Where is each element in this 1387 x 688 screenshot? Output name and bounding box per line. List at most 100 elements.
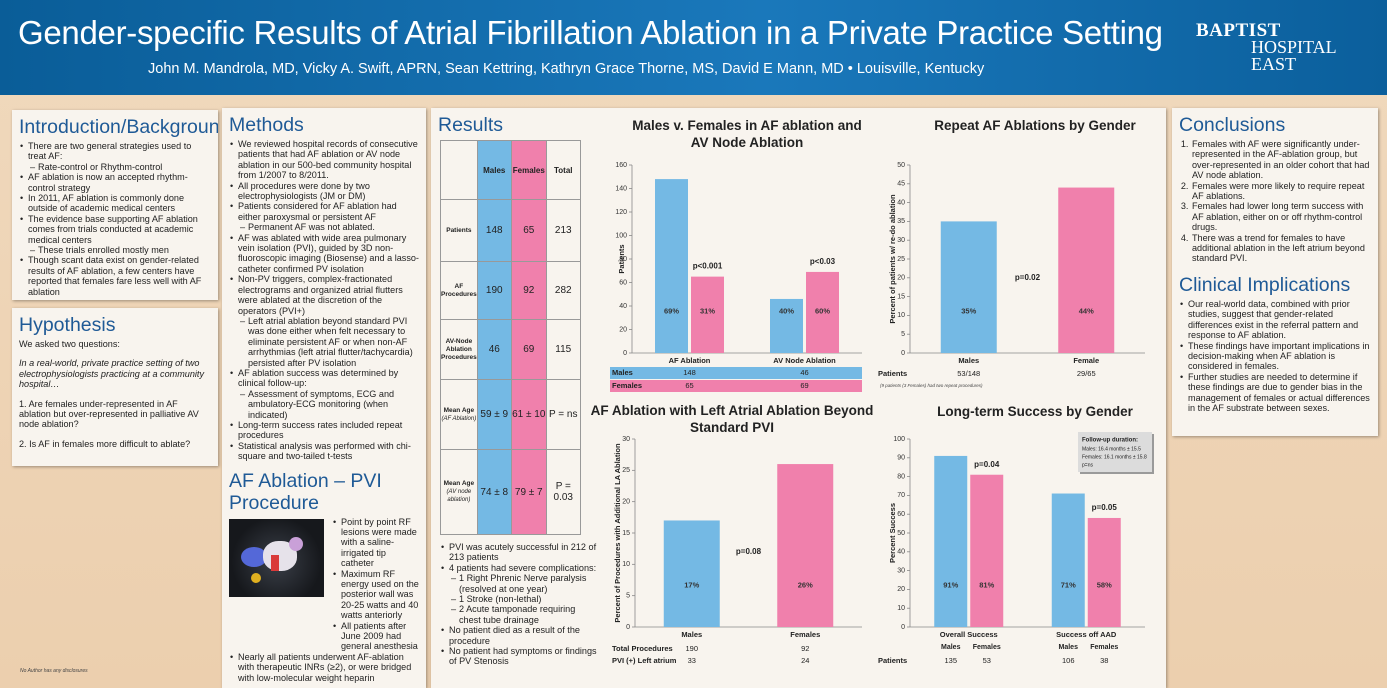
list-item: Further studies are needed to determine … [1180, 371, 1371, 414]
list-item: All patients after June 2009 had general… [333, 620, 419, 652]
paragraph: We asked two questions: [19, 339, 120, 349]
numbered-list: Females with AF were significantly under… [1179, 139, 1371, 264]
section-heading: Introduction/Background [19, 116, 218, 138]
item-text: AF was ablated with wide area pulmonary … [238, 232, 419, 274]
row-label: Mean Age (AV node ablation) [440, 449, 478, 535]
results-table: Males Females Total Patients 148 65 213 AF Proc… [440, 140, 581, 535]
list-item: Maximum RF energy used on the posterior … [333, 568, 419, 621]
row-label: Mean Age (AF Ablation) [440, 379, 478, 450]
section-heading: Hypothesis [19, 314, 116, 336]
table-row: Patients 148 65 213 [440, 199, 581, 262]
list-item: AF was ablated with wide area pulmonary … [230, 232, 419, 275]
row-label: AF Procedures [440, 261, 478, 320]
table-cell: 92 [510, 261, 547, 320]
procedure-row: Point by point RF lesions were made with… [229, 517, 419, 652]
table-cell: 213 [545, 199, 581, 262]
sub-list: Assessment of symptoms, ECG and ambulato… [238, 389, 419, 420]
row-label-text: Mean Age [443, 406, 475, 414]
item-text: Maximum RF energy used on the posterior … [341, 568, 419, 621]
item-text: Females had lower long term success with… [1192, 201, 1364, 233]
logo-line: EAST [1251, 54, 1296, 74]
poster-title: Gender-specific Results of Atrial Fibril… [18, 14, 1163, 51]
item-text: All patients after June 2009 had general… [341, 620, 418, 652]
bullet-list: Our real-world data, combined with prior… [1179, 299, 1371, 413]
header: Gender-specific Results of Atrial Fibril… [0, 0, 1387, 95]
corner-cell [440, 140, 478, 200]
table-cell: P = ns [545, 379, 581, 450]
row-label-text: AV-Node Ablation Procedures [441, 337, 477, 361]
sub-item: Assessment of symptoms, ECG and ambulato… [240, 389, 419, 420]
image-shape [251, 572, 261, 583]
list-item: There was a trend for females to have ad… [1191, 233, 1371, 264]
item-text: Females were more likely to require repe… [1192, 180, 1365, 202]
chart-title: Long-term Success by Gender [937, 404, 1133, 419]
sub-list: 1 Right Phrenic Nerve paralysis (resolve… [449, 573, 599, 625]
methods-panel: Methods We reviewed hospital records of … [222, 108, 426, 688]
sub-item: 1 Stroke (non-lethal) [451, 594, 599, 605]
list-item: No patient died as a result of the proce… [441, 625, 599, 646]
table-cell: 65 [510, 199, 547, 262]
column-header: Males [476, 140, 512, 200]
logo-line: BAPTIST [1196, 20, 1281, 41]
column-header: Total [545, 140, 581, 200]
list-item: Females with AF were significantly under… [1191, 139, 1371, 181]
list-item: All procedures were done by two electrop… [230, 180, 419, 202]
sub-list: These trials enrolled mostly men [28, 245, 211, 256]
table-cell: 115 [545, 319, 581, 380]
list-item: There are two general strategies used to… [20, 141, 211, 173]
list-item: AF ablation is now an accepted rhythm-co… [20, 172, 211, 193]
item-text: No patient died as a result of the proce… [449, 625, 580, 646]
authors: John M. Mandrola, MD, Vicky A. Swift, AP… [148, 61, 985, 77]
chart-title: Males v. Females in AF ablation and AV N… [632, 118, 862, 150]
table-cell: 190 [476, 261, 512, 320]
conclusions-panel: Conclusions Females with AF were signifi… [1172, 108, 1378, 436]
sub-item: Left atrial ablation beyond standard PVI… [240, 316, 419, 368]
item-text: Long-term success rates included repeat … [238, 419, 403, 441]
section-heading: Conclusions [1179, 114, 1286, 136]
list-item: In 2011, AF ablation is commonly done ou… [20, 193, 211, 214]
list-item: AF ablation success was determined by cl… [230, 368, 419, 420]
row-label: AV-Node Ablation Procedures [440, 319, 478, 380]
table-cell: 59 ± 9 [476, 379, 512, 450]
item-text: In 2011, AF ablation is commonly done ou… [28, 193, 185, 214]
row-label-text: AF Procedures [441, 282, 477, 298]
section-heading: Results [438, 114, 504, 136]
item-text: Nearly all patients underwent AF-ablatio… [238, 651, 412, 683]
item-text: No patient had symptoms or findings of P… [449, 646, 597, 667]
row-note: (AV node ablation) [446, 489, 472, 503]
sub-item: These trials enrolled mostly men [30, 245, 211, 256]
row-label-text: Patients [446, 226, 472, 234]
row-note: (AF Ablation) [441, 415, 477, 422]
bullet-list: Nearly all patients underwent AF-ablatio… [229, 652, 419, 683]
hypothesis-panel: Hypothesis We asked two questions: In a … [12, 308, 218, 466]
sub-list: Permanent AF was not ablated. [238, 222, 419, 233]
sub-item: Rate-control or Rhythm-control [30, 162, 211, 173]
table-cell: 61 ± 10 [510, 379, 547, 450]
column-header: Females [510, 140, 547, 200]
list-item: Our real-world data, combined with prior… [1180, 298, 1371, 341]
ablation-image [229, 518, 324, 597]
sub-item: 2 Acute tamponade requiring chest tube d… [451, 604, 599, 625]
list-item: The evidence base supporting AF ablation… [20, 214, 211, 256]
item-text: All procedures were done by two electrop… [238, 180, 370, 202]
item-text: 4 patients had severe complications: [449, 562, 597, 573]
disclosure: No Author has any disclosures [20, 668, 88, 674]
logo: BAPTIST HOSPITAL EAST [1196, 20, 1337, 74]
list-item: We reviewed hospital records of consecut… [230, 139, 419, 181]
sub-item: 1 Right Phrenic Nerve paralysis (resolve… [451, 573, 599, 594]
list-item: PVI was acutely successful in 212 of 213… [441, 542, 599, 563]
bullet-list: We reviewed hospital records of consecut… [229, 139, 419, 462]
table-cell: 69 [510, 319, 547, 380]
list-item: Females were more likely to require repe… [1191, 181, 1371, 202]
item-text: These findings have important implicatio… [1188, 340, 1370, 372]
image-shape [241, 546, 267, 567]
intro-panel: Introduction/Background There are two ge… [12, 110, 218, 300]
item-text: Further studies are needed to determine … [1188, 371, 1370, 413]
item-text: Our real-world data, combined with prior… [1188, 298, 1359, 341]
list-item: Long-term success rates included repeat … [230, 419, 419, 441]
item-text: Non-PV triggers, complex-fractionated el… [238, 274, 403, 316]
section-heading: Methods [229, 114, 304, 136]
list-item: 4 patients had severe complications:1 Ri… [441, 562, 599, 625]
list-item: Patients considered for AF ablation had … [230, 201, 419, 233]
